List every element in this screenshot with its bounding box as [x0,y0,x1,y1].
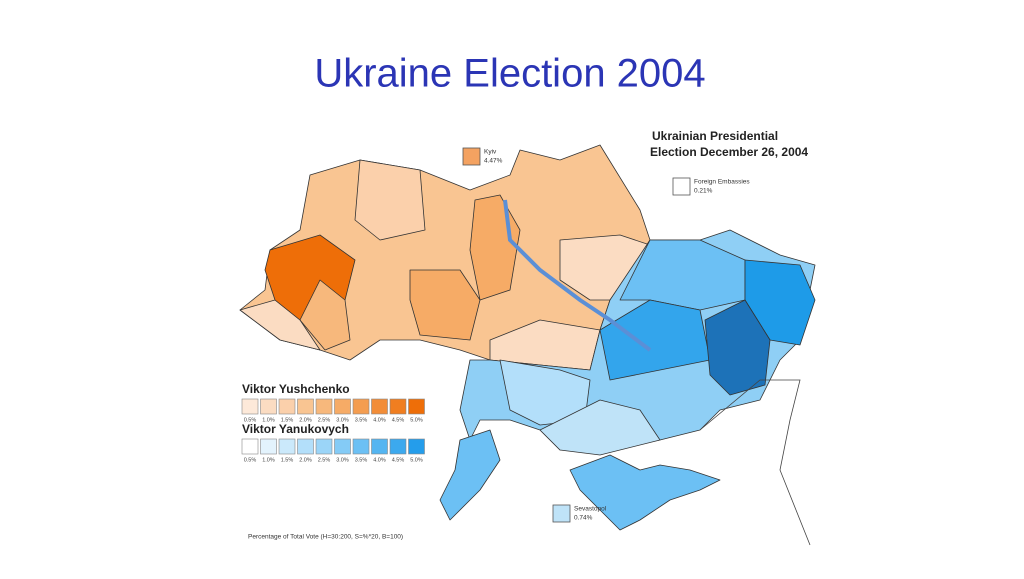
crimea [569,454,721,531]
region [409,269,481,341]
region [239,299,321,351]
legend-swatch [334,398,351,415]
slide-title: Ukraine Election 2004 [314,52,705,96]
callout-swatch [672,177,691,196]
map-title: Election December 26, 2004 [650,145,808,159]
legend-swatch [278,438,296,455]
map [239,144,816,546]
legend-scale-label: 2.5% [318,417,331,423]
legend-scale-label: 5.0% [410,457,423,463]
legend-scale-label: 3.5% [355,417,368,423]
legend-scale-label: 0.5% [244,417,257,423]
legend-scale-label: 1.5% [281,417,294,423]
legend-swatch [260,398,277,415]
region [619,239,746,311]
region [439,429,501,521]
legend-scale-label: 1.0% [262,457,275,463]
legend-swatch [389,398,407,415]
legend-swatch [241,438,259,455]
legend-swatch [315,438,333,455]
legend-swatch [334,438,351,455]
map-title: Ukrainian Presidential [652,129,778,143]
callout-value: 4.47% [484,158,503,165]
legend-swatch [278,398,296,415]
legend-name: Viktor Yanukovych [242,422,349,436]
legend-scale-label: 2.0% [299,417,312,423]
legend-scale-label: 4.5% [392,417,405,423]
legend-name: Viktor Yushchenko [242,382,350,396]
legend-swatch [352,398,370,415]
region [539,399,661,456]
legend-scale-label: 5.0% [410,417,423,423]
legend-scale-label: 1.5% [281,457,294,463]
legend-scale-label: 4.0% [373,457,386,463]
legend-swatch [241,398,259,415]
legend: Viktor Yushchenko 0.5% 1.0% 1.5% 2.0% 2.5% 3.0… [241,382,425,463]
legend-swatch [297,438,314,455]
legend-scale-label: 3.5% [355,457,368,463]
legend-swatch [352,438,370,455]
legend-swatch [408,438,425,455]
legend-swatch [389,438,407,455]
legend-scale-label: 4.0% [373,417,386,423]
legend-swatch [297,398,314,415]
legend-scale-label: 4.5% [392,457,405,463]
legend-scale-label: 0.5% [244,457,257,463]
region [299,279,351,351]
legend-scale-label: 2.5% [318,457,331,463]
legend-swatch [371,398,388,415]
legend-scale-label: 3.0% [336,417,349,423]
legend-scale-label: 2.0% [299,457,312,463]
legend-swatch [408,398,425,415]
river [503,199,652,352]
callout-value: 0.21% [694,188,713,195]
callout-value: 0.74% [574,515,593,522]
callout-swatch [462,147,481,166]
legend-swatch [260,438,277,455]
footnote: Percentage of Total Vote (H=30:200, S=%*… [248,534,403,541]
callout-label: Sevastopol [574,506,607,513]
legend-swatch [371,438,388,455]
legend-swatch [315,398,333,415]
legend-scale-label: 1.0% [262,417,275,423]
callouts: Kyiv 4.47% Foreign Embassies 0.21% Sevastopo… [462,147,750,523]
region [704,299,771,396]
callout-label: Kyiv [484,149,497,156]
legend-scale-label: 3.0% [336,457,349,463]
callout-label: Foreign Embassies [694,179,750,186]
callout-swatch [552,504,571,523]
border [699,379,811,546]
region [354,159,426,241]
